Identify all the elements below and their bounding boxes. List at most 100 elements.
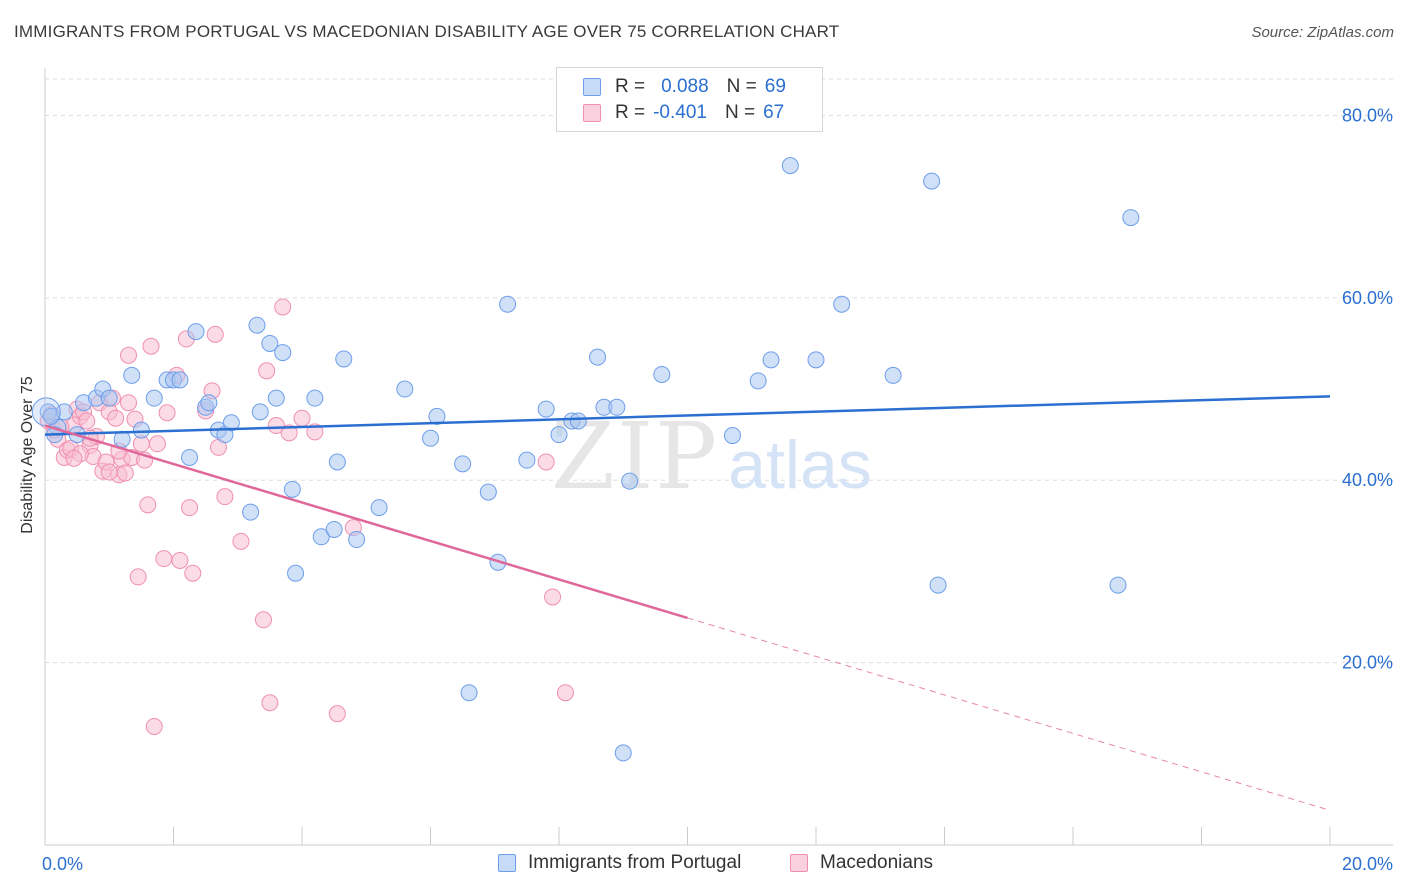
data-point-portugal: [312, 528, 330, 546]
data-point-macedonians: [267, 417, 285, 435]
data-point-portugal: [328, 453, 346, 471]
legend-item-macedonians: Macedonians: [790, 852, 933, 874]
trend-line-macedonians-extrapolated: [687, 617, 1331, 811]
data-point-portugal: [287, 564, 305, 582]
data-point-macedonians: [155, 550, 173, 568]
legend-row-portugal: R = 0.088 N = 69: [583, 76, 786, 98]
data-point-portugal: [251, 403, 269, 421]
data-point-portugal: [569, 412, 587, 430]
data-point-portugal: [274, 344, 292, 362]
data-point-portugal: [537, 400, 555, 418]
data-point-macedonians: [544, 588, 562, 606]
legend-label: Macedonians: [820, 852, 934, 873]
trend-line-portugal: [44, 395, 1331, 436]
data-point-macedonians: [254, 611, 272, 629]
data-point-portugal: [171, 371, 189, 389]
data-point-portugal: [248, 316, 266, 334]
data-point-portugal: [242, 503, 260, 521]
data-point-portugal: [187, 323, 205, 341]
legend-n-label: N =: [726, 76, 757, 97]
data-point-portugal: [923, 172, 941, 190]
data-point-macedonians: [148, 435, 166, 453]
trend-line-macedonians: [44, 424, 688, 620]
data-point-portugal: [370, 499, 388, 517]
data-point-macedonians: [158, 404, 176, 422]
data-point-portugal: [479, 483, 497, 501]
chart-title: IMMIGRANTS FROM PORTUGAL VS MACEDONIAN D…: [14, 22, 840, 41]
data-point-macedonians: [206, 325, 224, 343]
x-tick-label: 20.0%: [1342, 854, 1393, 874]
data-point-portugal: [454, 455, 472, 473]
legend-r-label: R =: [615, 76, 646, 97]
data-point-macedonians: [274, 298, 292, 316]
y-tick-label: 80.0%: [1342, 105, 1393, 125]
data-point-portugal: [884, 366, 902, 384]
data-point-portugal: [653, 365, 671, 383]
y-axis-title: Disability Age Over 75: [19, 376, 36, 534]
data-point-macedonians: [120, 394, 138, 412]
data-point-macedonians: [258, 362, 276, 380]
data-point-portugal: [422, 429, 439, 447]
data-point-macedonians: [293, 409, 311, 427]
tick-labels: 20.0% 40.0% 60.0% 80.0% 0.0% 20.0%: [42, 105, 1393, 874]
data-point-macedonians: [280, 424, 298, 442]
grid-lines: [45, 78, 1393, 664]
data-point-portugal: [181, 448, 199, 466]
data-point-portugal: [749, 372, 767, 390]
data-point-macedonians: [129, 568, 147, 586]
data-point-macedonians: [107, 409, 125, 427]
data-point-macedonians: [139, 496, 157, 514]
data-point-macedonians: [181, 499, 199, 517]
data-point-portugal: [200, 394, 218, 412]
data-point-portugal: [518, 451, 536, 469]
legend-swatch-pink: [583, 104, 601, 122]
chart-source: Source: ZipAtlas.com: [1251, 24, 1394, 41]
data-point-portugal: [723, 427, 741, 445]
data-point-macedonians: [232, 532, 250, 550]
data-point-portugal: [807, 351, 825, 369]
legend-n-value: 67: [763, 102, 785, 123]
correlation-legend: R = 0.088 N = 69 R = -0.401 N = 67: [556, 67, 823, 132]
legend-r-value: -0.401: [653, 102, 707, 123]
series-macedonians: [39, 298, 574, 735]
legend-row-macedonians: R = -0.401 N = 67: [583, 102, 784, 124]
data-point-macedonians: [65, 449, 83, 467]
trend-lines: [44, 395, 1331, 811]
data-point-portugal: [621, 472, 639, 490]
data-point-portugal: [123, 366, 141, 384]
watermark-atlas: atlas: [728, 427, 872, 503]
legend-label: Immigrants from Portugal: [528, 852, 742, 873]
data-point-portugal: [348, 531, 366, 549]
data-point-portugal: [929, 576, 947, 594]
data-point-macedonians: [184, 564, 202, 582]
data-point-portugal: [781, 157, 799, 175]
y-tick-label: 60.0%: [1342, 288, 1393, 308]
series-immigrants-from-portugal: [31, 157, 1140, 762]
data-point-portugal: [614, 744, 632, 762]
data-point-macedonians: [142, 337, 160, 355]
data-point-macedonians: [216, 488, 234, 506]
y-tick-label: 40.0%: [1342, 470, 1393, 490]
legend-swatch-blue: [498, 854, 516, 872]
legend-n-value: 69: [764, 76, 786, 97]
legend-n-label: N =: [724, 102, 756, 123]
data-point-macedonians: [120, 346, 138, 364]
data-point-portugal: [460, 684, 478, 702]
data-point-portugal: [267, 389, 285, 407]
data-point-portugal: [55, 403, 73, 421]
legend-r-label: R =: [615, 102, 646, 123]
data-point-portugal: [306, 389, 324, 407]
data-point-portugal: [335, 350, 353, 368]
data-point-portugal: [261, 334, 279, 352]
legend-swatch-blue: [583, 78, 601, 96]
legend-r-value: 0.088: [661, 76, 709, 97]
data-point-portugal: [428, 407, 446, 425]
legend-swatch-pink: [790, 854, 808, 872]
data-point-portugal: [608, 398, 626, 416]
data-point-macedonians: [556, 684, 574, 702]
data-point-portugal: [589, 348, 607, 366]
data-point-portugal: [833, 295, 851, 313]
y-tick-label: 20.0%: [1342, 653, 1393, 673]
data-point-portugal: [222, 414, 240, 432]
data-point-portugal: [1122, 209, 1140, 227]
